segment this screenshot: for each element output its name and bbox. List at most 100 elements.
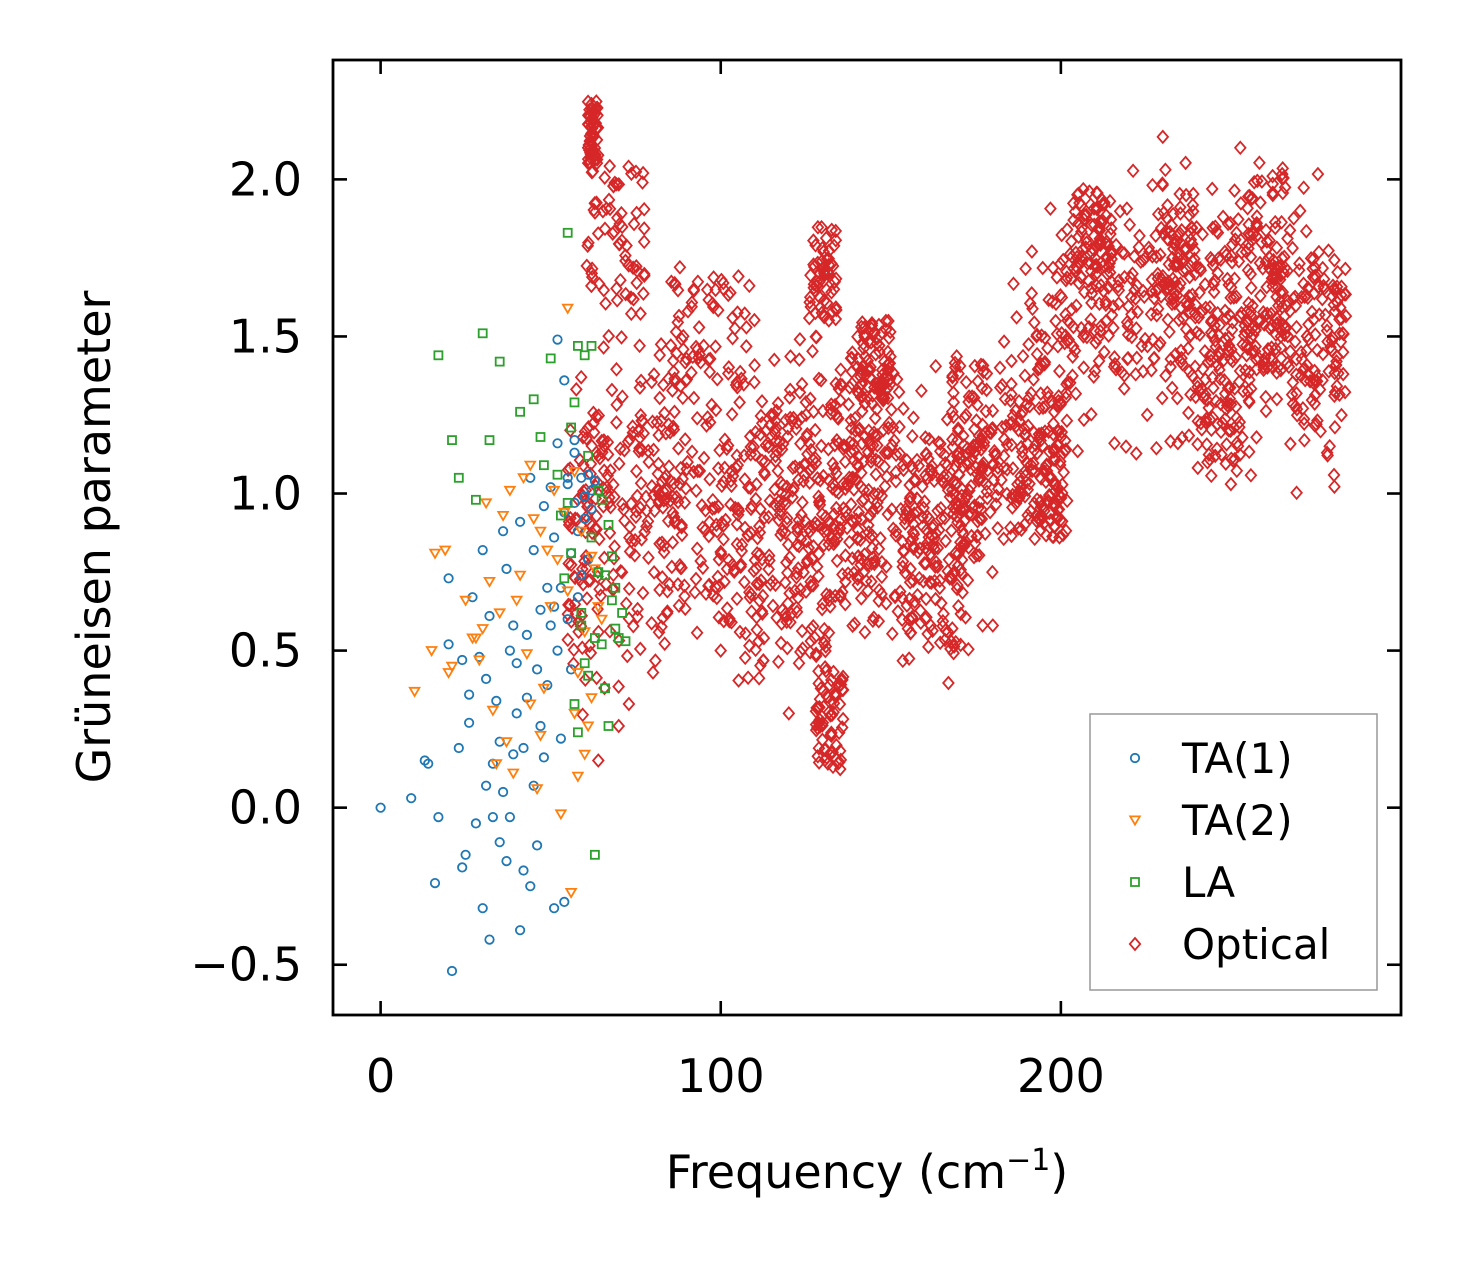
optical-point: [1285, 387, 1299, 402]
optical-point: [802, 310, 816, 326]
optical-point: [1336, 325, 1350, 341]
optical-point: [1254, 288, 1267, 304]
optical-point: [715, 272, 728, 288]
optical-point: [1244, 280, 1258, 296]
y-tick-label: 0.0: [229, 781, 302, 835]
optical-point: [1014, 439, 1028, 455]
optical-point: [1031, 362, 1045, 377]
series-la: [433, 227, 631, 860]
optical-point: [869, 346, 883, 362]
ta-1-point: [514, 925, 526, 936]
la-point: [494, 356, 505, 367]
ta-2-point: [496, 510, 510, 522]
optical-point: [1032, 400, 1046, 416]
optical-point: [739, 626, 752, 641]
ta-1-point: [521, 629, 533, 641]
optical-point: [1027, 372, 1040, 387]
optical-point: [1266, 185, 1280, 201]
optical-point: [834, 393, 847, 408]
optical-point: [1027, 315, 1041, 330]
optical-point: [957, 538, 971, 554]
optical-point: [858, 563, 871, 579]
optical-point: [964, 478, 978, 494]
optical-point: [929, 554, 943, 570]
optical-point: [829, 223, 843, 239]
optical-point: [989, 447, 1003, 462]
optical-point: [1216, 353, 1230, 369]
optical-point: [950, 349, 964, 364]
la-point: [583, 670, 593, 681]
optical-point: [693, 463, 707, 479]
optical-point: [1224, 423, 1237, 439]
optical-point: [610, 292, 624, 308]
optical-point: [896, 653, 910, 669]
optical-point: [851, 458, 865, 474]
optical-point: [1124, 270, 1138, 286]
optical-point: [666, 535, 680, 550]
optical-point: [955, 566, 968, 581]
optical-point: [813, 472, 827, 488]
optical-point: [730, 591, 744, 607]
optical-point: [587, 405, 600, 421]
optical-point: [855, 315, 869, 330]
optical-point: [825, 222, 839, 238]
optical-point: [1306, 261, 1320, 277]
optical-point: [1270, 310, 1283, 326]
optical-point: [856, 389, 869, 404]
optical-point: [580, 258, 594, 274]
optical-point: [1018, 368, 1032, 384]
optical-point: [678, 432, 692, 447]
optical-point: [951, 423, 965, 439]
optical-point: [806, 343, 819, 359]
optical-point: [580, 512, 594, 528]
optical-point: [1178, 252, 1192, 268]
optical-point: [1313, 382, 1327, 397]
optical-point: [610, 361, 623, 377]
optical-point: [801, 520, 815, 536]
optical-point: [997, 431, 1011, 447]
optical-point: [851, 577, 865, 593]
la-point: [447, 435, 457, 446]
optical-point: [561, 632, 575, 648]
ta-1-point: [562, 478, 573, 490]
optical-point: [600, 479, 614, 495]
optical-point: [1278, 180, 1292, 195]
optical-point: [807, 539, 820, 554]
optical-point: [800, 533, 813, 549]
optical-point: [641, 443, 655, 459]
optical-point: [1018, 517, 1031, 533]
optical-point: [1136, 283, 1150, 299]
optical-point: [945, 404, 959, 420]
optical-point: [812, 676, 826, 691]
optical-point: [953, 358, 967, 374]
optical-point: [1308, 268, 1322, 284]
optical-point: [1151, 301, 1165, 317]
optical-point: [655, 570, 669, 585]
optical-point: [1123, 217, 1137, 233]
optical-point: [1328, 419, 1342, 435]
optical-point: [991, 481, 1005, 497]
optical-point: [868, 410, 882, 426]
optical-point: [891, 604, 905, 619]
optical-point: [886, 420, 900, 435]
optical-point: [812, 755, 826, 770]
optical-point: [843, 435, 857, 450]
optical-point: [1190, 325, 1204, 340]
optical-point: [919, 430, 932, 445]
optical-point: [1326, 330, 1339, 345]
optical-point: [804, 633, 818, 649]
optical-point: [957, 502, 971, 518]
optical-point: [879, 313, 893, 329]
optical-point: [1112, 273, 1126, 288]
optical-point: [615, 330, 628, 345]
optical-point: [1311, 166, 1325, 182]
ta-1-point: [480, 673, 492, 685]
optical-point: [1322, 364, 1336, 379]
optical-point: [1235, 245, 1248, 260]
optical-point: [690, 410, 704, 426]
optical-point: [603, 158, 617, 174]
optical-point: [772, 494, 786, 509]
optical-point: [977, 456, 990, 471]
ta-1-point: [579, 491, 590, 502]
optical-point: [680, 461, 694, 477]
